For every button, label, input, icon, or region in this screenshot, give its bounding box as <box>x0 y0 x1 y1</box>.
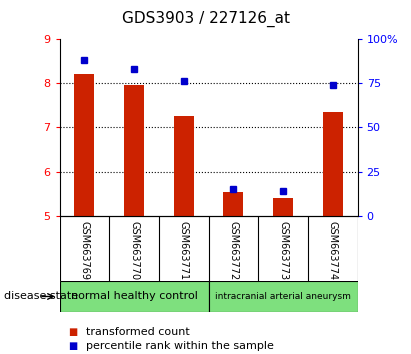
Text: disease state: disease state <box>4 291 78 302</box>
Text: GSM663769: GSM663769 <box>79 221 90 280</box>
Text: transformed count: transformed count <box>86 327 190 337</box>
Text: normal healthy control: normal healthy control <box>71 291 198 302</box>
Bar <box>224 192 243 216</box>
Text: GSM663773: GSM663773 <box>278 221 288 280</box>
Bar <box>208 281 358 312</box>
Bar <box>124 85 144 216</box>
Bar <box>60 281 209 312</box>
Text: GDS3903 / 227126_at: GDS3903 / 227126_at <box>122 11 289 27</box>
Text: GSM663770: GSM663770 <box>129 221 139 280</box>
Text: GSM663774: GSM663774 <box>328 221 338 280</box>
Bar <box>174 116 194 216</box>
Text: GSM663771: GSM663771 <box>179 221 189 280</box>
Bar <box>74 74 95 216</box>
Text: percentile rank within the sample: percentile rank within the sample <box>86 341 274 351</box>
Text: ■: ■ <box>68 341 77 351</box>
Bar <box>323 112 343 216</box>
Text: ■: ■ <box>68 327 77 337</box>
Text: GSM663772: GSM663772 <box>229 221 238 280</box>
Text: intracranial arterial aneurysm: intracranial arterial aneurysm <box>215 292 351 301</box>
Bar <box>273 198 293 216</box>
